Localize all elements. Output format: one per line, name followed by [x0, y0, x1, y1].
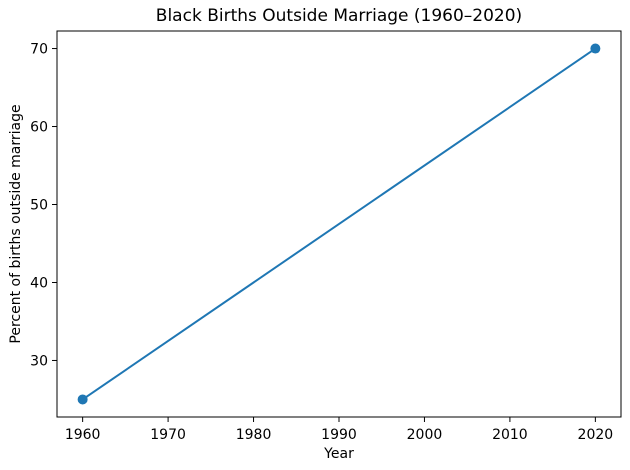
data-point [77, 394, 88, 405]
y-tick-label: 50 [30, 198, 48, 214]
y-tick-label: 40 [30, 275, 48, 291]
chart-title: Black Births Outside Marriage (1960–2020… [155, 6, 523, 26]
x-axis-label: Year [324, 446, 354, 462]
x-tick-label: 1990 [321, 427, 357, 443]
y-tick-label: 60 [30, 120, 48, 136]
y-tick-label: 30 [30, 353, 48, 369]
x-tick-label: 2020 [578, 427, 614, 443]
x-tick-label: 2010 [492, 427, 528, 443]
x-tick-label: 1960 [65, 427, 101, 443]
x-tick-label: 1970 [150, 427, 186, 443]
y-tick-label: 70 [30, 42, 48, 58]
x-tick-label: 1980 [236, 427, 272, 443]
x-tick-label: 2000 [407, 427, 443, 443]
data-line [81, 47, 597, 401]
data-point [590, 43, 601, 54]
